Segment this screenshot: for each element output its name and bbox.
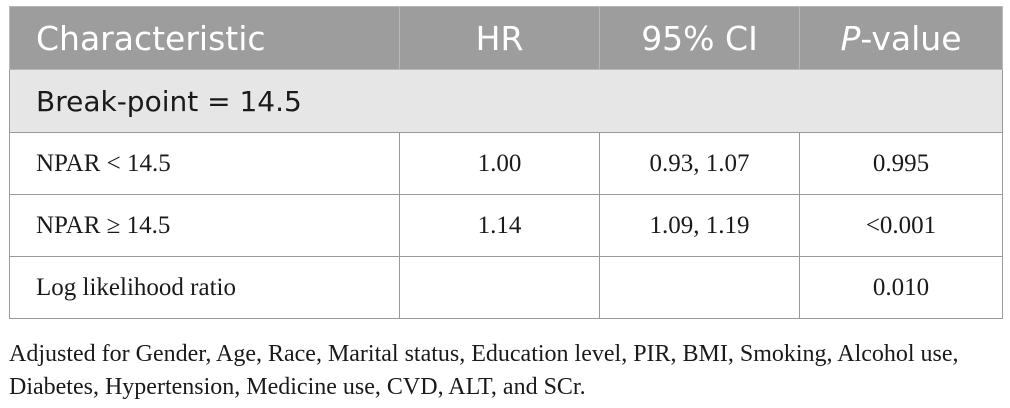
row-label: NPAR < 14.5 xyxy=(9,132,400,195)
header-hr: HR xyxy=(399,6,600,70)
row-ci: 1.09, 1.19 xyxy=(599,194,800,257)
table-header-row: Characteristic HR 95% CI P-value xyxy=(9,6,1003,70)
table-row: Log likelihood ratio 0.010 xyxy=(9,256,1003,319)
threshold-effect-table: Characteristic HR 95% CI P-value Break-p… xyxy=(9,6,1003,319)
row-p-value: 0.995 xyxy=(799,132,1003,195)
row-label: Log likelihood ratio xyxy=(9,256,400,319)
table-footnote: Adjusted for Gender, Age, Race, Marital … xyxy=(9,341,959,400)
section-row-break-point: Break-point = 14.5 xyxy=(9,69,1003,133)
row-p-value: 0.010 xyxy=(799,256,1003,319)
row-p-value: <0.001 xyxy=(799,194,1003,257)
header-p-suffix: -value xyxy=(860,18,962,58)
header-characteristic: Characteristic xyxy=(9,6,400,70)
header-p-letter: P xyxy=(840,18,861,58)
results-table-container: Characteristic HR 95% CI P-value Break-p… xyxy=(9,6,1003,319)
row-hr: 1.14 xyxy=(399,194,600,257)
row-hr: 1.00 xyxy=(399,132,600,195)
table-row: NPAR < 14.5 1.00 0.93, 1.07 0.995 xyxy=(9,132,1003,195)
row-ci: 0.93, 1.07 xyxy=(599,132,800,195)
row-hr xyxy=(399,256,600,319)
row-ci xyxy=(599,256,800,319)
header-ci: 95% CI xyxy=(599,6,800,70)
row-label: NPAR ≥ 14.5 xyxy=(9,194,400,257)
table-row: NPAR ≥ 14.5 1.14 1.09, 1.19 <0.001 xyxy=(9,194,1003,257)
section-label: Break-point = 14.5 xyxy=(9,69,1003,133)
header-p-value: P-value xyxy=(799,6,1003,70)
